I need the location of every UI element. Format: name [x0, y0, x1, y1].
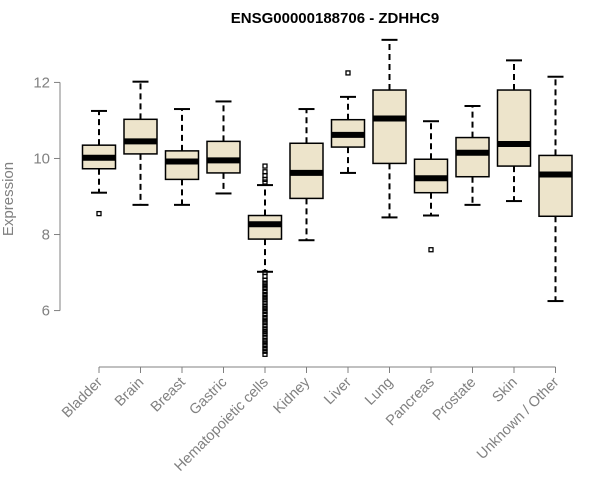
box-iqr [538, 154, 573, 218]
box-iqr [455, 136, 490, 178]
box-series [81, 38, 573, 357]
outlier-point [262, 308, 268, 314]
outlier-point [262, 328, 268, 335]
y-tick-label: 10 [33, 150, 50, 167]
box-group [455, 105, 490, 206]
outlier-point [428, 247, 434, 253]
outlier-point [262, 306, 268, 312]
box-group [538, 75, 573, 303]
x-tick-label: Bladder [59, 374, 106, 421]
x-tick-label: Brain [112, 375, 147, 410]
x-tick-label: Skin [490, 375, 521, 406]
x-tick-label: Breast [148, 375, 189, 416]
box-group [496, 59, 532, 203]
box-group [372, 38, 407, 219]
x-tick-label: Prostate [430, 375, 479, 424]
outlier-point [262, 340, 268, 346]
box-group [413, 120, 449, 253]
outlier-point [262, 337, 268, 343]
outlier-point [262, 277, 268, 283]
y-axis: 6 8 10 12 [33, 74, 61, 320]
outlier-point [262, 317, 268, 323]
outlier-point [96, 210, 102, 217]
box-iqr [496, 89, 532, 167]
box-group [289, 108, 324, 242]
outlier-point [262, 348, 268, 354]
box-group [123, 80, 158, 206]
outlier-point [262, 303, 268, 309]
outlier-point [262, 283, 268, 289]
x-tick-label: Liver [321, 374, 355, 408]
box-iqr [123, 118, 158, 155]
outlier-point [262, 297, 268, 303]
y-axis-label: Expression [0, 162, 17, 236]
box-group [164, 108, 200, 206]
outlier-point [262, 163, 268, 169]
y-tick-label: 8 [42, 227, 50, 244]
box-iqr [164, 150, 200, 181]
outlier-point [262, 288, 268, 295]
box-iqr [206, 140, 241, 174]
outlier-point [262, 326, 268, 332]
box-iqr [247, 214, 283, 240]
outlier-point [262, 179, 268, 185]
outlier-point [262, 342, 268, 349]
box-iqr [372, 89, 407, 165]
outlier-point [262, 176, 268, 183]
outlier-point [262, 351, 268, 357]
outlier-point [262, 311, 268, 318]
outlier-point [262, 334, 268, 340]
box-group [330, 70, 366, 174]
outlier-point [262, 285, 268, 292]
outlier-point [262, 294, 268, 300]
outlier-point [262, 280, 268, 286]
chart-title: ENSG00000188706 - ZDHHC9 [231, 10, 439, 27]
box-group [81, 109, 117, 217]
outlier-point [262, 300, 268, 306]
box-group [247, 163, 283, 357]
y-tick-label: 6 [42, 303, 50, 320]
outlier-point [262, 291, 268, 298]
outlier-point [345, 70, 351, 76]
outlier-point [262, 320, 268, 326]
outlier-point [262, 314, 268, 321]
outlier-point [262, 345, 268, 352]
outlier-point [262, 323, 268, 329]
box-group [206, 100, 241, 195]
x-tick-label: Lung [362, 375, 396, 409]
outlier-point [262, 331, 268, 337]
x-tick-label: Kidney [271, 374, 314, 417]
y-tick-label: 12 [33, 74, 50, 91]
